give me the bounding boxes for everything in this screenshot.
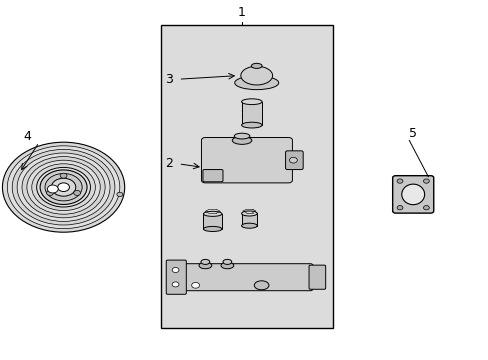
Bar <box>241 213 257 226</box>
Circle shape <box>22 157 105 218</box>
Circle shape <box>191 282 199 288</box>
Ellipse shape <box>199 262 211 269</box>
Circle shape <box>117 192 122 197</box>
Ellipse shape <box>223 259 231 264</box>
Circle shape <box>396 179 402 183</box>
Circle shape <box>423 206 428 210</box>
FancyBboxPatch shape <box>181 264 312 291</box>
Circle shape <box>45 174 82 201</box>
Ellipse shape <box>254 281 268 290</box>
Ellipse shape <box>221 262 233 269</box>
Circle shape <box>27 160 100 214</box>
Circle shape <box>423 179 428 183</box>
Ellipse shape <box>234 76 278 90</box>
FancyBboxPatch shape <box>203 170 223 182</box>
Circle shape <box>47 185 58 193</box>
Circle shape <box>60 173 67 178</box>
Circle shape <box>40 170 87 204</box>
Circle shape <box>2 142 124 232</box>
Circle shape <box>172 282 179 287</box>
Circle shape <box>37 167 90 207</box>
Text: 5: 5 <box>408 127 416 140</box>
Ellipse shape <box>241 99 262 105</box>
Circle shape <box>17 153 110 221</box>
FancyBboxPatch shape <box>285 151 303 170</box>
Ellipse shape <box>232 136 251 144</box>
Ellipse shape <box>401 184 424 205</box>
Ellipse shape <box>203 226 222 231</box>
Ellipse shape <box>234 133 249 139</box>
Bar <box>161 25 332 328</box>
Ellipse shape <box>241 122 262 128</box>
Ellipse shape <box>240 66 272 85</box>
Circle shape <box>51 178 76 196</box>
Circle shape <box>7 146 120 229</box>
Circle shape <box>74 190 81 195</box>
Circle shape <box>32 164 95 211</box>
Text: 3: 3 <box>164 73 172 86</box>
FancyBboxPatch shape <box>166 260 186 294</box>
Ellipse shape <box>203 211 222 216</box>
FancyBboxPatch shape <box>392 176 433 213</box>
Circle shape <box>289 157 297 163</box>
Circle shape <box>12 149 115 225</box>
Ellipse shape <box>201 259 209 264</box>
Text: 1: 1 <box>238 6 245 19</box>
Circle shape <box>396 206 402 210</box>
Ellipse shape <box>251 63 262 68</box>
FancyBboxPatch shape <box>308 265 325 289</box>
Circle shape <box>58 183 69 192</box>
Ellipse shape <box>241 211 257 216</box>
Bar <box>203 214 222 229</box>
Ellipse shape <box>241 223 257 228</box>
Circle shape <box>172 267 179 273</box>
Text: 4: 4 <box>23 130 31 143</box>
Bar <box>241 102 262 125</box>
Text: 2: 2 <box>164 157 172 170</box>
FancyBboxPatch shape <box>201 138 292 183</box>
Circle shape <box>46 190 53 195</box>
